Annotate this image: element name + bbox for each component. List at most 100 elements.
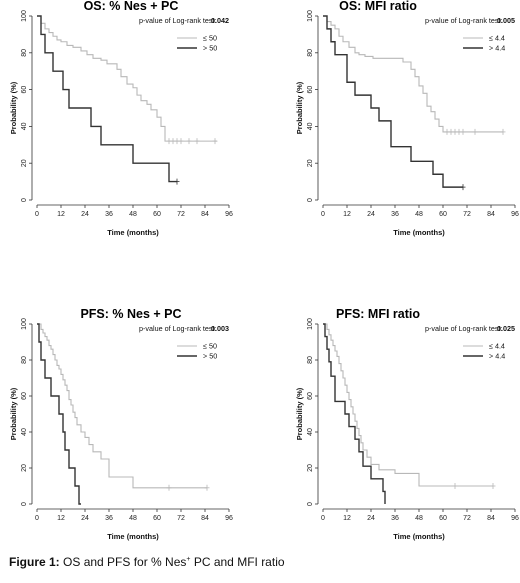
pvalue-value: 0.005: [497, 16, 515, 25]
y-tick-label: 60: [307, 392, 314, 400]
y-tick-label: 80: [307, 356, 314, 364]
km-curve-high: [323, 323, 386, 504]
pvalue-value: 0.003: [211, 324, 229, 333]
y-tick-label: 20: [21, 159, 28, 167]
chart-title: PFS: MFI ratio: [336, 307, 420, 321]
caption-text-end: PC and MFI ratio: [190, 555, 285, 569]
x-tick-label: 84: [201, 515, 209, 522]
x-tick-label: 12: [57, 211, 65, 218]
x-tick-label: 0: [35, 515, 39, 522]
x-tick-label: 24: [81, 211, 89, 218]
x-tick-label: 72: [463, 515, 471, 522]
figure-caption: Figure 1: OS and PFS for % Nes+ PC and M…: [9, 555, 285, 569]
chart-title: OS: MFI ratio: [339, 0, 417, 13]
x-tick-label: 24: [367, 515, 375, 522]
legend-label: ≤ 4.4: [489, 34, 505, 43]
y-tick-label: 0: [21, 198, 28, 202]
x-axis-label: Time (months): [393, 532, 445, 541]
x-tick-label: 12: [57, 515, 65, 522]
y-tick-label: 100: [21, 318, 28, 330]
km-curve-low: [37, 15, 217, 142]
y-tick-label: 100: [307, 318, 314, 330]
km-panel-2: OS: MFI ratio p-value of Log-rank test:0.…: [295, 0, 519, 237]
x-tick-label: 0: [35, 211, 39, 218]
x-tick-label: 36: [105, 211, 113, 218]
x-tick-label: 48: [415, 211, 423, 218]
y-tick-label: 40: [307, 428, 314, 436]
x-tick-label: 96: [511, 211, 519, 218]
x-axis-label: Time (months): [107, 532, 159, 541]
x-tick-label: 96: [225, 515, 233, 522]
pvalue-value: 0.042: [211, 16, 229, 25]
x-tick-label: 84: [201, 211, 209, 218]
km-curve-low: [37, 323, 207, 489]
y-axis-label: Probability (%): [295, 81, 304, 134]
y-axis-label: Probability (%): [9, 387, 18, 440]
y-tick-label: 60: [21, 86, 28, 94]
x-tick-label: 36: [105, 515, 113, 522]
x-tick-label: 84: [487, 515, 495, 522]
x-tick-label: 60: [153, 211, 161, 218]
y-tick-label: 40: [21, 428, 28, 436]
y-tick-label: 0: [307, 502, 314, 506]
y-tick-label: 20: [307, 159, 314, 167]
chart-title: PFS: % Nes + PC: [80, 307, 181, 321]
x-tick-label: 12: [343, 515, 351, 522]
y-axis-label: Probability (%): [9, 81, 18, 134]
x-tick-label: 0: [321, 515, 325, 522]
legend-label: ≤ 4.4: [489, 342, 505, 351]
y-tick-label: 60: [307, 86, 314, 94]
y-tick-label: 80: [21, 356, 28, 364]
legend-label: ≤ 50: [203, 342, 217, 351]
y-tick-label: 0: [21, 502, 28, 506]
legend-label: ≤ 50: [203, 34, 217, 43]
km-panel-3: PFS: % Nes + PC p-value of Log-rank test:…: [9, 307, 233, 541]
legend-label: > 50: [203, 44, 217, 53]
x-tick-label: 60: [153, 515, 161, 522]
x-tick-label: 72: [463, 211, 471, 218]
x-tick-label: 48: [415, 515, 423, 522]
km-curve-high: [323, 15, 463, 188]
y-tick-label: 20: [307, 464, 314, 472]
y-axis-label: Probability (%): [295, 387, 304, 440]
pvalue-label: p-value of Log-rank test:: [425, 16, 503, 25]
x-tick-label: 48: [129, 211, 137, 218]
chart-title: OS: % Nes + PC: [84, 0, 179, 13]
y-tick-label: 100: [307, 10, 314, 22]
y-tick-label: 60: [21, 392, 28, 400]
x-axis-label: Time (months): [393, 228, 445, 237]
x-tick-label: 60: [439, 515, 447, 522]
x-tick-label: 12: [343, 211, 351, 218]
caption-text: OS and PFS for % Nes: [63, 555, 187, 569]
x-tick-label: 72: [177, 515, 185, 522]
x-axis-label: Time (months): [107, 228, 159, 237]
x-tick-label: 36: [391, 515, 399, 522]
legend-label: > 50: [203, 352, 217, 361]
y-tick-label: 80: [307, 49, 314, 57]
y-tick-label: 40: [307, 122, 314, 130]
x-tick-label: 24: [367, 211, 375, 218]
x-tick-label: 96: [225, 211, 233, 218]
pvalue-label: p-value of Log-rank test:: [139, 324, 217, 333]
x-tick-label: 72: [177, 211, 185, 218]
y-tick-label: 80: [21, 49, 28, 57]
x-tick-label: 84: [487, 211, 495, 218]
x-tick-label: 96: [511, 515, 519, 522]
km-curve-low: [323, 15, 503, 133]
caption-label: Figure 1:: [9, 555, 60, 569]
x-tick-label: 60: [439, 211, 447, 218]
km-curve-low: [323, 323, 493, 487]
pvalue-value: 0.025: [497, 324, 515, 333]
y-tick-label: 20: [21, 464, 28, 472]
y-tick-label: 100: [21, 10, 28, 22]
pvalue-label: p-value of Log-rank test:: [139, 16, 217, 25]
y-tick-label: 40: [21, 122, 28, 130]
km-curve-high: [37, 323, 81, 505]
km-panel-1: OS: % Nes + PCp-value of Log-rank test:0…: [9, 0, 233, 237]
x-tick-label: 24: [81, 515, 89, 522]
x-tick-label: 0: [321, 211, 325, 218]
caption-superscript: +: [186, 556, 191, 563]
x-tick-label: 48: [129, 515, 137, 522]
